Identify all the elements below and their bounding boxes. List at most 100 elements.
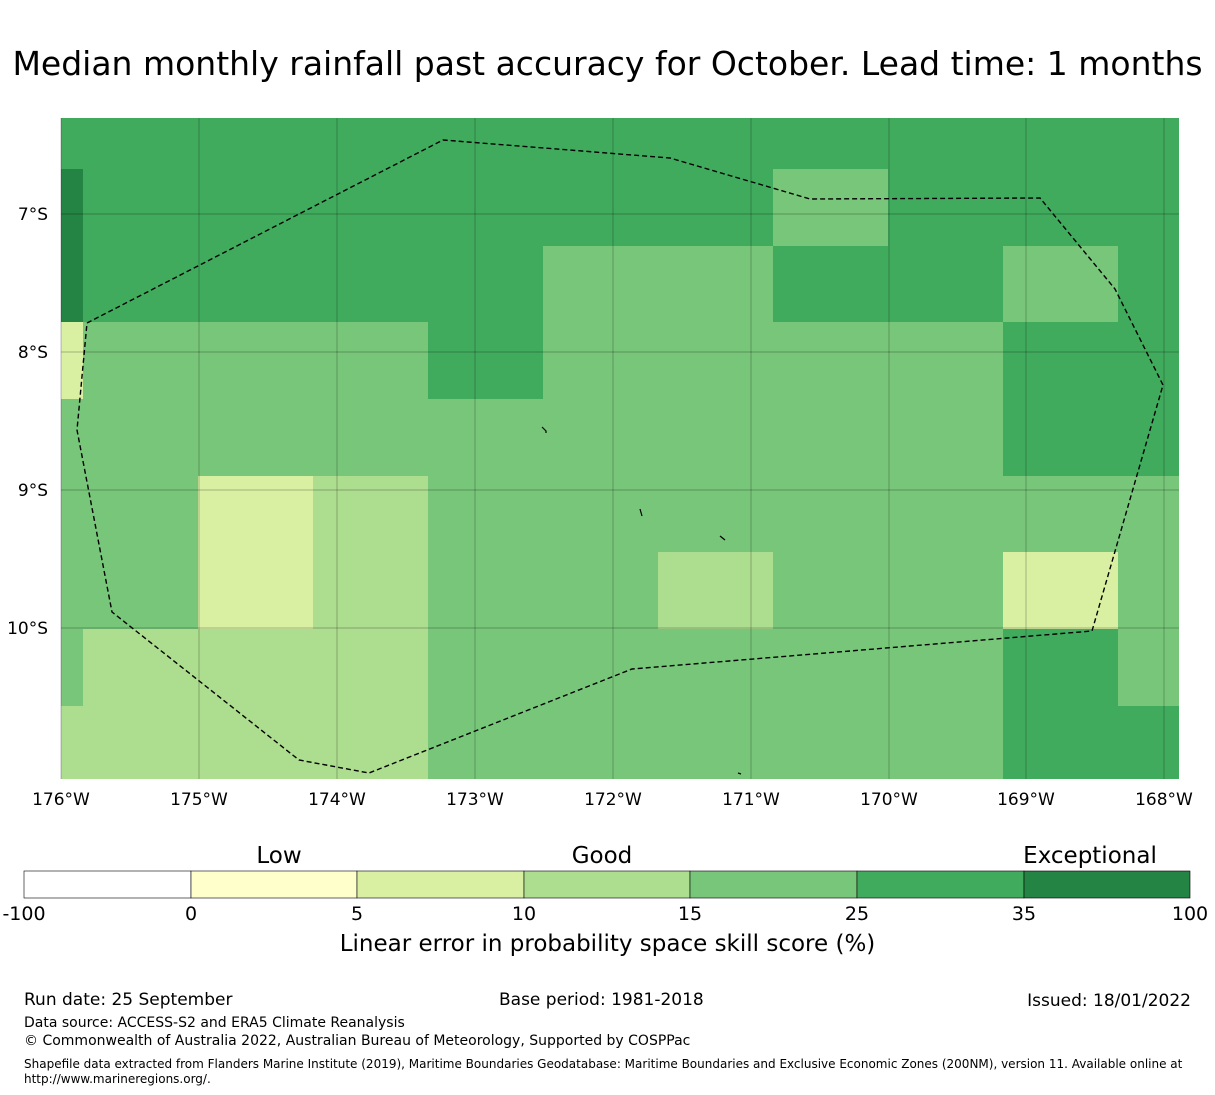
run-date: Run date: 25 September bbox=[24, 990, 233, 1010]
grid-cell bbox=[61, 169, 83, 322]
grid-cell bbox=[313, 169, 428, 246]
grid-cell bbox=[428, 629, 543, 706]
longitude-label: 170°W bbox=[860, 790, 918, 810]
grid-cell bbox=[543, 476, 658, 552]
colorbar-swatch bbox=[523, 870, 691, 899]
data-source: Data source: ACCESS-S2 and ERA5 Climate … bbox=[24, 1015, 405, 1031]
grid-cell bbox=[313, 476, 428, 552]
colorbar-tick: 15 bbox=[677, 903, 703, 925]
grid-cell bbox=[1003, 246, 1118, 322]
colorbar-swatch bbox=[689, 870, 858, 899]
grid-cell bbox=[83, 322, 198, 399]
grid-cell bbox=[543, 169, 658, 246]
eez-boundary-line bbox=[76, 139, 1164, 774]
grid-cell bbox=[888, 322, 1003, 399]
grid-cell bbox=[313, 552, 428, 629]
colorbar-category-good: Good bbox=[571, 843, 633, 869]
grid-cell bbox=[773, 706, 888, 779]
colorbar-swatch bbox=[23, 870, 192, 899]
latitude-label: 7°S bbox=[18, 205, 48, 225]
grid-cell bbox=[888, 246, 1003, 322]
grid-cell bbox=[1118, 322, 1179, 399]
grid-cell bbox=[658, 169, 773, 246]
colorbar-swatches bbox=[23, 870, 1191, 899]
colorbar-category-exceptional: Exceptional bbox=[1023, 843, 1157, 869]
colorbar-tick: 10 bbox=[511, 903, 537, 925]
grid-cell bbox=[888, 476, 1003, 552]
grid-cell bbox=[428, 552, 543, 629]
grid-cell bbox=[198, 169, 313, 246]
grid-cell bbox=[83, 629, 198, 706]
grid-cell bbox=[83, 246, 198, 322]
grid-cell bbox=[773, 629, 888, 706]
grid-cell bbox=[1118, 169, 1179, 246]
grid-cell bbox=[313, 399, 428, 476]
grid-cell bbox=[61, 399, 83, 476]
colorbar-swatch bbox=[856, 870, 1025, 899]
grid-cell bbox=[198, 629, 313, 706]
longitude-label: 176°W bbox=[32, 790, 90, 810]
colorbar-swatch bbox=[1023, 870, 1191, 899]
grid-cell bbox=[61, 476, 83, 552]
grid-cell bbox=[428, 322, 543, 399]
grid-cell bbox=[543, 246, 658, 322]
grid-cell bbox=[313, 706, 428, 779]
grid-cell bbox=[61, 322, 83, 399]
grid-cell bbox=[61, 118, 83, 169]
grid-cell bbox=[773, 169, 888, 246]
grid-cell bbox=[543, 629, 658, 706]
grid-cell bbox=[198, 322, 313, 399]
longitude-label: 175°W bbox=[170, 790, 228, 810]
grid-cell bbox=[198, 552, 313, 629]
grid-cell bbox=[773, 476, 888, 552]
grid-cell bbox=[1003, 552, 1118, 629]
grid-cell bbox=[198, 246, 313, 322]
colorbar-tick: 35 bbox=[1011, 903, 1037, 925]
grid-cell bbox=[83, 118, 198, 169]
grid-cell bbox=[658, 629, 773, 706]
base-period: Base period: 1981-2018 bbox=[499, 990, 704, 1010]
colorbar-tick: 5 bbox=[350, 903, 364, 925]
grid-cells bbox=[61, 118, 1179, 779]
grid-cell bbox=[543, 322, 658, 399]
colorbar-tick: 100 bbox=[1171, 903, 1209, 925]
grid-cell bbox=[83, 706, 198, 779]
grid-cell bbox=[1118, 629, 1179, 706]
grid-cell bbox=[1003, 399, 1118, 476]
grid-cell bbox=[61, 629, 83, 706]
grid-cell bbox=[428, 399, 543, 476]
grid-cell bbox=[61, 552, 83, 629]
grid-cell bbox=[83, 476, 198, 552]
islands bbox=[541, 426, 742, 775]
grid-cell bbox=[888, 118, 1003, 169]
grid-cell bbox=[658, 246, 773, 322]
grid-cell bbox=[83, 169, 198, 246]
grid-cell bbox=[428, 169, 543, 246]
grid-cell bbox=[1003, 629, 1118, 706]
grid-cell bbox=[888, 169, 1003, 246]
grid-cell bbox=[543, 399, 658, 476]
grid-cell bbox=[658, 706, 773, 779]
skill-score-map: 7°S8°S9°S10°S 176°W 175°W 174°W 173°W 172°W 1… bbox=[7, 118, 1193, 810]
grid-cell bbox=[198, 118, 313, 169]
latitude-label: 8°S bbox=[18, 343, 48, 363]
island bbox=[541, 426, 547, 433]
grid-cell bbox=[1118, 476, 1179, 552]
longitude-label: 173°W bbox=[446, 790, 504, 810]
longitude-label: 171°W bbox=[722, 790, 780, 810]
grid-cell bbox=[313, 118, 428, 169]
grid-cell bbox=[313, 246, 428, 322]
grid-cell bbox=[83, 399, 198, 476]
island bbox=[719, 535, 726, 541]
eez-boundary bbox=[76, 139, 1164, 774]
shapefile-credit: Shapefile data extracted from Flanders M… bbox=[24, 1057, 1183, 1086]
grid-cell bbox=[428, 246, 543, 322]
colorbar-swatch bbox=[356, 870, 525, 899]
grid-cell bbox=[1003, 476, 1118, 552]
grid-cell bbox=[773, 246, 888, 322]
grid-cell bbox=[1118, 552, 1179, 629]
grid-cell bbox=[1003, 322, 1118, 399]
copyright: © Commonwealth of Australia 2022, Austra… bbox=[24, 1033, 691, 1049]
island bbox=[639, 508, 643, 517]
grid-cell bbox=[888, 399, 1003, 476]
